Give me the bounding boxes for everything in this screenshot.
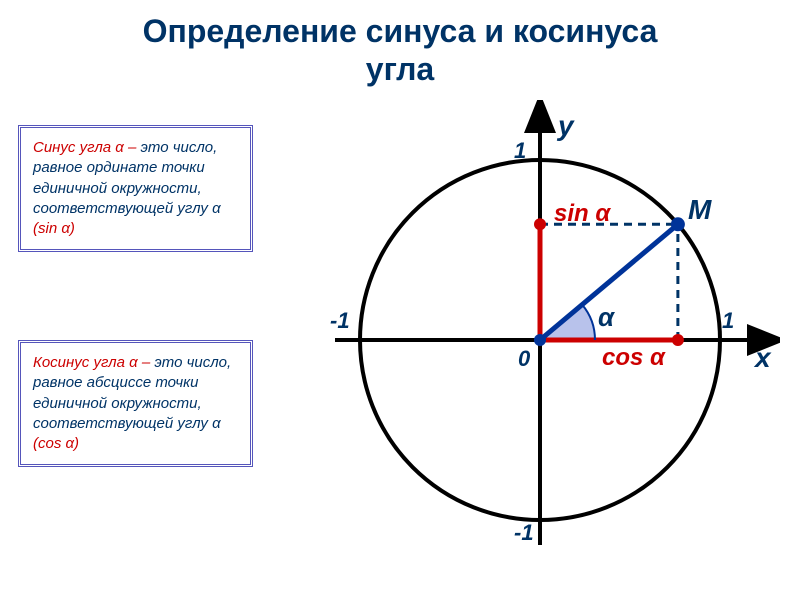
cos-label: cos α <box>602 344 665 372</box>
tick-neg-x: -1 <box>330 308 350 334</box>
point-M-label: M <box>688 194 711 226</box>
alpha-label: α <box>598 302 614 333</box>
tick-neg-y: -1 <box>514 520 534 546</box>
unit-circle-svg <box>300 100 780 580</box>
sin-definition-box: Синус угла α – это число, равное ординат… <box>18 125 253 252</box>
origin-label: 0 <box>518 346 530 372</box>
page-title: Определение синуса и косинуса угла <box>0 0 800 89</box>
unit-circle-diagram: y x 1 -1 1 -1 0 M α sin α cos α <box>300 100 780 580</box>
title-line1: Определение синуса и косинуса <box>143 13 658 49</box>
tick-pos-y: 1 <box>514 138 526 164</box>
cos-definition-box: Косинус угла α – это число, равное абсци… <box>18 340 253 467</box>
title-line2: угла <box>366 51 434 87</box>
cos-def-trail: (cos α) <box>33 435 79 452</box>
x-axis-label: x <box>755 342 771 374</box>
y-axis-label: y <box>558 110 574 142</box>
sin-def-lead: Синус угла α – <box>33 139 136 156</box>
cos-def-lead: Косинус угла α – <box>33 354 150 371</box>
sin-label: sin α <box>554 200 610 228</box>
tick-pos-x: 1 <box>722 308 734 334</box>
sin-def-trail: (sin α) <box>33 220 75 237</box>
